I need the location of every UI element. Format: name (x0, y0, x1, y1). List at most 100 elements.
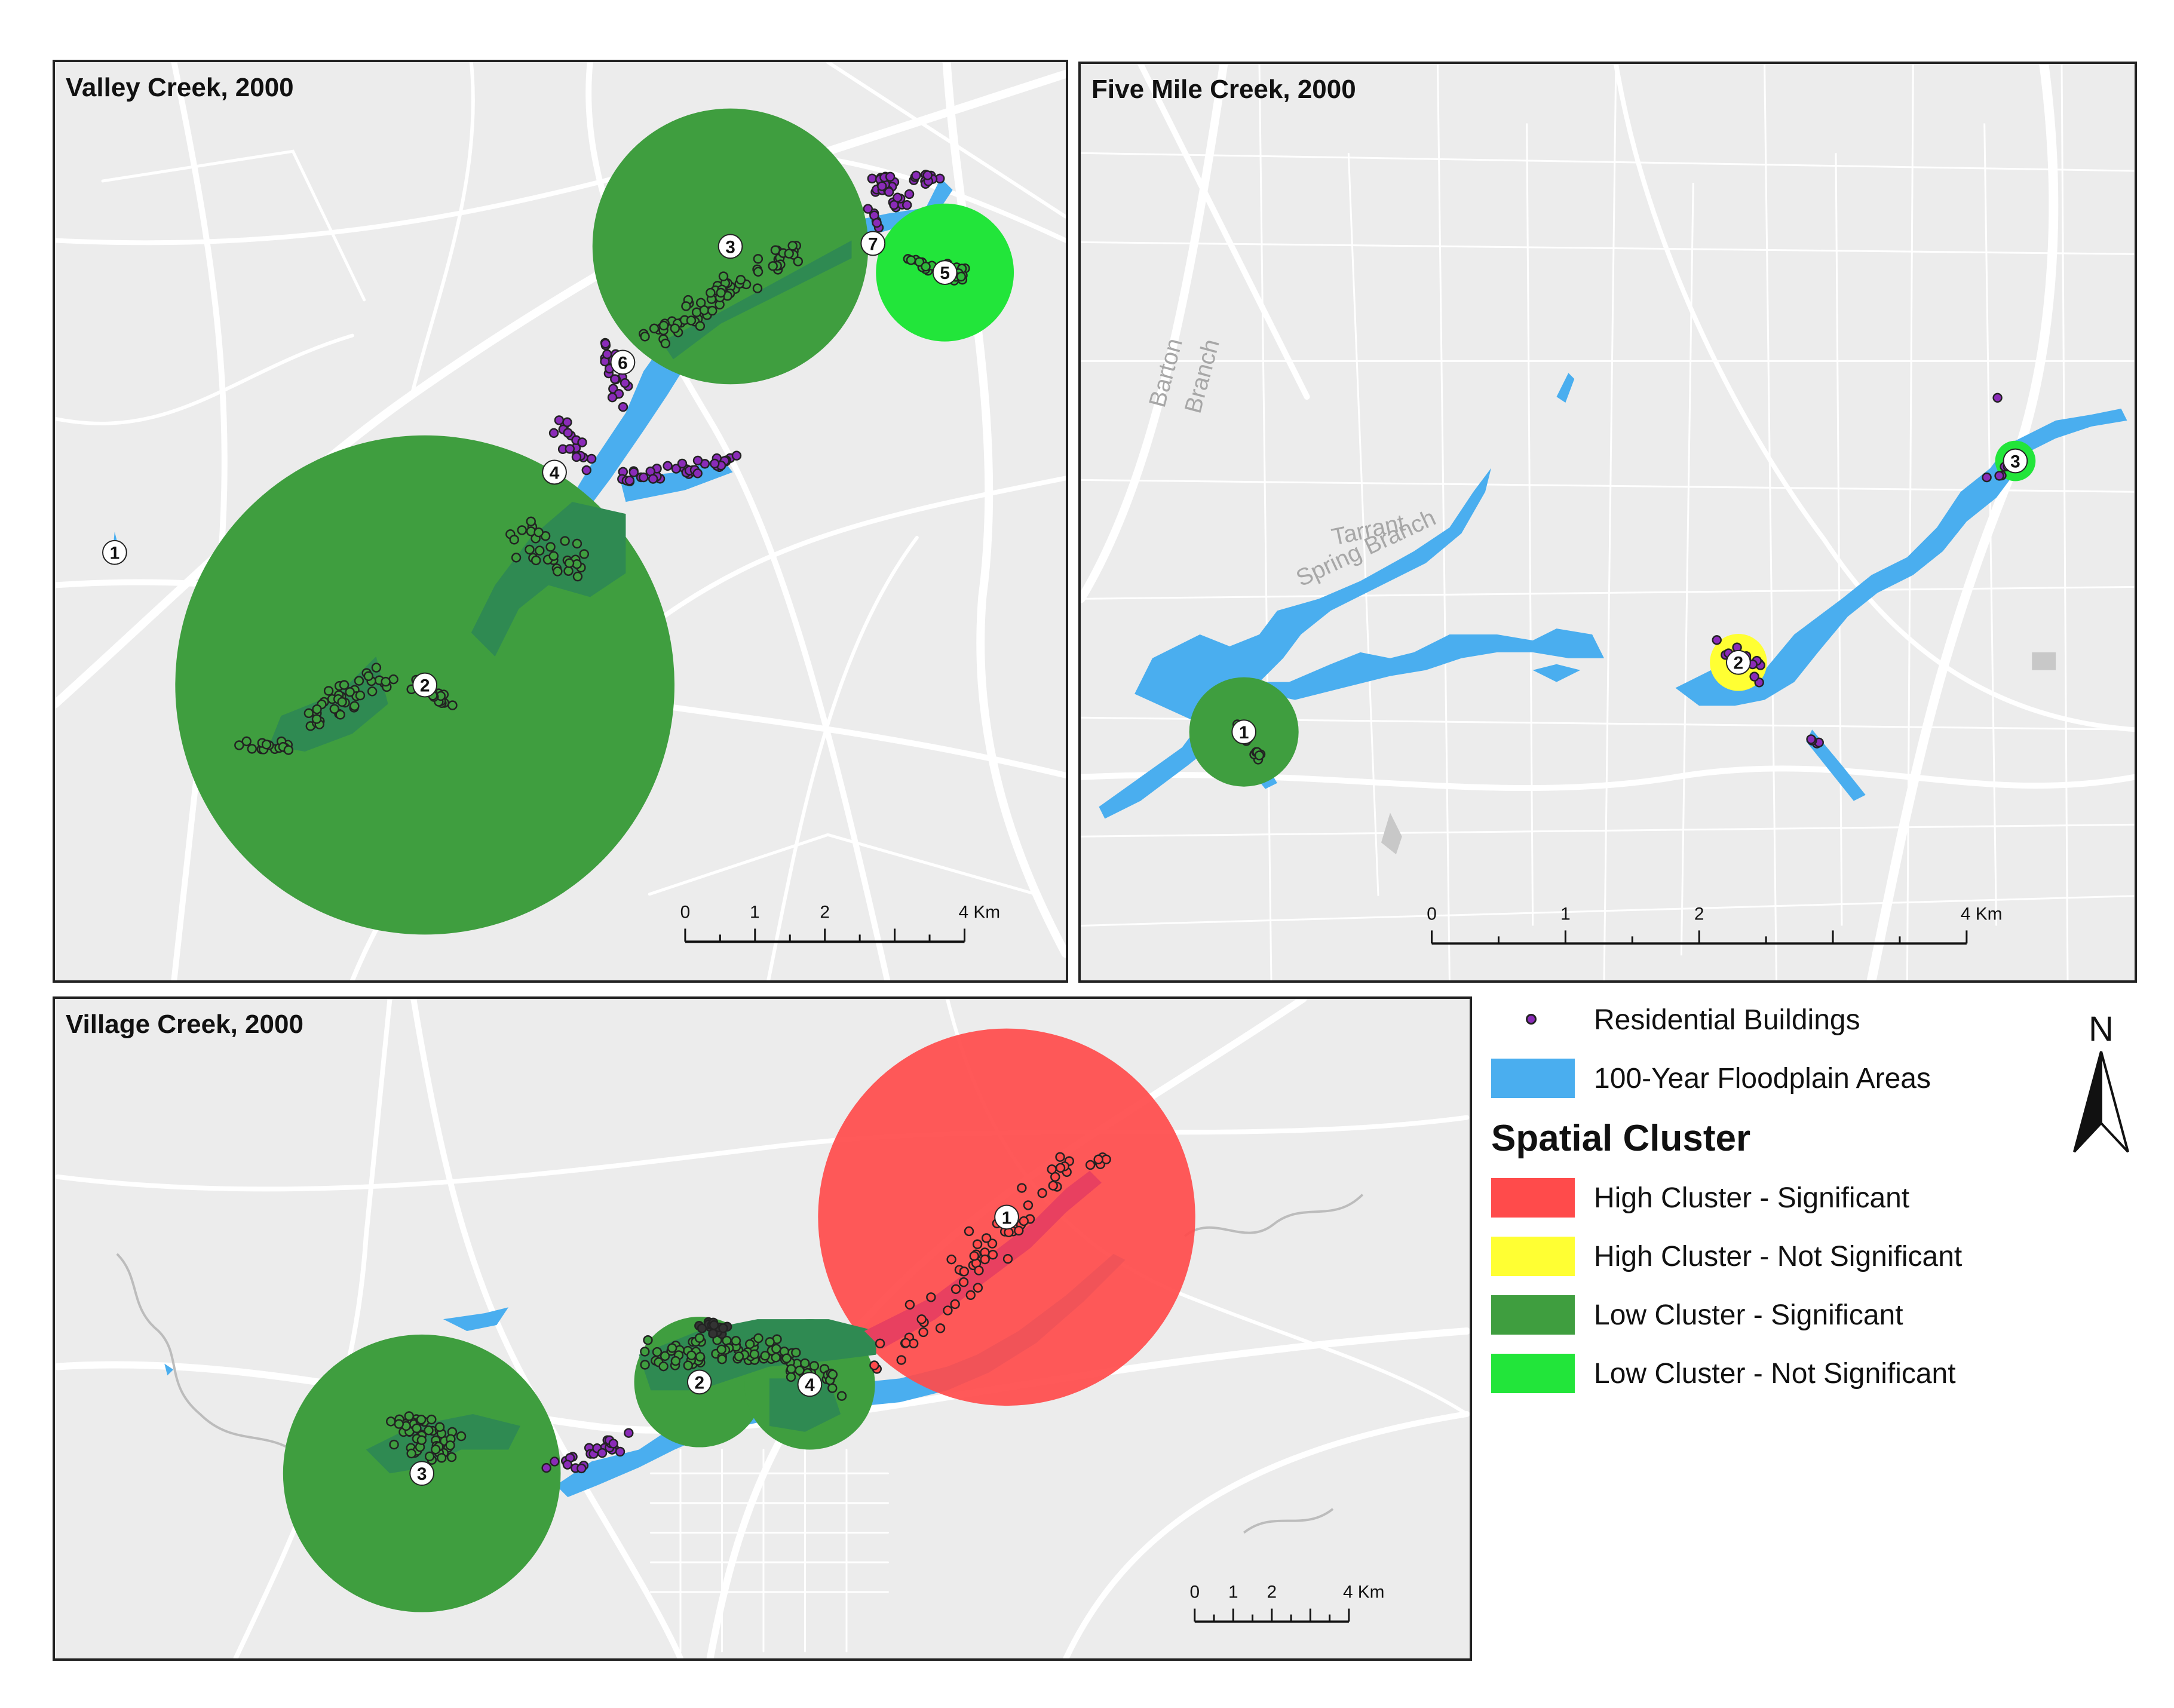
residential-building-dot (643, 1335, 653, 1345)
residential-building-dot (670, 323, 680, 333)
residential-building-dot (577, 437, 587, 447)
residential-building-dot (921, 262, 931, 272)
village-creek-map: 1 2 3 4 0 1 2 4 Km (55, 999, 1470, 1658)
scale-tick-4km: 4 Km (1961, 904, 2003, 924)
legend-label: High Cluster - Significant (1594, 1182, 1910, 1214)
residential-building-dot (681, 301, 691, 311)
residential-building-dot (404, 1411, 414, 1421)
residential-building-dot (349, 701, 360, 711)
residential-building-dot (683, 1360, 693, 1370)
residential-building-dot (247, 744, 257, 754)
residential-building-dot (981, 1233, 992, 1243)
residential-building-dot (695, 321, 706, 331)
residential-building-dot (345, 687, 355, 697)
scale-tick-2: 2 (820, 903, 830, 922)
residential-buildings (1232, 392, 2015, 765)
residential-building-dot (787, 241, 798, 251)
residential-building-dot (753, 1333, 763, 1344)
scale-bar: 0 1 2 4 Km (1427, 904, 2003, 945)
residential-building-dot (926, 1292, 936, 1302)
residential-building-dot (412, 1423, 422, 1433)
residential-building-dot (640, 1347, 650, 1357)
residential-building-dot (699, 305, 710, 315)
cluster-labels: 1 2 3 4 5 6 7 (102, 231, 958, 698)
cluster-label-valley-2: 2 (420, 676, 430, 696)
residential-building-dot (1017, 1183, 1027, 1193)
residential-building-dot (639, 472, 649, 483)
residential-building-dot (1047, 1164, 1057, 1175)
map-label-barton: Barton (1144, 336, 1188, 410)
scale-tick-1: 1 (1560, 904, 1571, 924)
residential-building-dot (969, 1251, 979, 1261)
street-grid (1081, 64, 2135, 980)
residential-building-dot (935, 1323, 946, 1333)
residential-building-dot (1994, 471, 2004, 481)
residential-building-dot (602, 349, 612, 360)
legend-swatch (1491, 1237, 1575, 1276)
residential-building-dot (716, 287, 726, 298)
residential-building-dot (987, 1238, 998, 1249)
residential-building-dot (943, 1305, 953, 1316)
residential-building-dot (615, 1446, 625, 1457)
residential-buildings (234, 170, 970, 755)
residential-building-dot (980, 1254, 990, 1265)
residential-building-dot (526, 516, 536, 527)
residential-building-dot (525, 544, 535, 555)
residential-building-dot (660, 338, 671, 349)
cluster-label-fivemile-1: 1 (1239, 723, 1249, 743)
residential-building-dot (902, 200, 912, 210)
residential-building-dot (431, 1445, 441, 1455)
residential-building-dot (791, 1347, 801, 1358)
residential-building-dot (1712, 635, 1722, 645)
residential-building-dot (752, 283, 763, 293)
residential-building-dot (283, 745, 294, 755)
residential-building-dot (671, 464, 681, 474)
residential-building-dot (554, 415, 565, 425)
residential-building-dot (261, 740, 272, 750)
residential-building-dot (911, 170, 921, 181)
residential-building-dot (718, 271, 729, 281)
residential-building-dot (906, 255, 916, 265)
residential-building-dot (1992, 392, 2003, 403)
residential-building-dot (389, 1439, 399, 1450)
map-legend: Residential Buildings 100-Year Floodplai… (1488, 998, 2157, 1416)
ponds (1381, 652, 2056, 855)
scale-tick-2: 2 (1267, 1583, 1277, 1602)
residential-building-dot (446, 1452, 457, 1462)
cluster-label-marker (686, 1369, 712, 1395)
residential-building-dot (1023, 1200, 1034, 1210)
scale-tick-0: 0 (1427, 904, 1437, 924)
residential-building-dot (553, 566, 563, 577)
residential-building-dot (640, 332, 650, 342)
map-panel-village-creek: 1 2 3 4 0 1 2 4 Km Village Creek, 2000 (53, 996, 1472, 1661)
residential-building-dot (731, 450, 742, 461)
map-label-branch: Branch (1180, 336, 1225, 416)
building-dot-swatch (1526, 1014, 1537, 1025)
residential-building-dot (563, 566, 574, 576)
residential-building-dot (509, 535, 519, 545)
residential-building-dot (648, 474, 658, 484)
residential-building-dot (381, 676, 391, 687)
residential-building-dot (607, 392, 618, 403)
residential-building-dot (974, 1265, 984, 1275)
residential-building-dot (560, 536, 570, 546)
residential-building-dot (565, 444, 575, 454)
residential-building-dot (663, 461, 673, 471)
scale-tick-2: 2 (1694, 904, 1704, 924)
cluster-label-marker (717, 234, 743, 259)
residential-building-dot (511, 553, 522, 563)
residential-building-dot (686, 315, 697, 326)
residential-building-dot (793, 256, 804, 266)
cluster-label-fivemile-2: 2 (1734, 654, 1744, 673)
residential-building-dot (628, 467, 639, 477)
residential-building-dot (753, 254, 763, 264)
panel-title-five-mile-creek: Five Mile Creek, 2000 (1091, 75, 1356, 104)
cluster-label-marker (102, 539, 127, 565)
residential-building-dot (904, 1299, 915, 1310)
residential-building-dot (922, 170, 933, 180)
legend-item-high-not-significant: High Cluster - Not Significant (1488, 1234, 1962, 1278)
legend-item-floodplain: 100-Year Floodplain Areas (1488, 1056, 1931, 1100)
north-label: N (2089, 1010, 2114, 1048)
residential-building-dot (918, 1327, 928, 1338)
residential-building-dot (959, 1267, 970, 1277)
